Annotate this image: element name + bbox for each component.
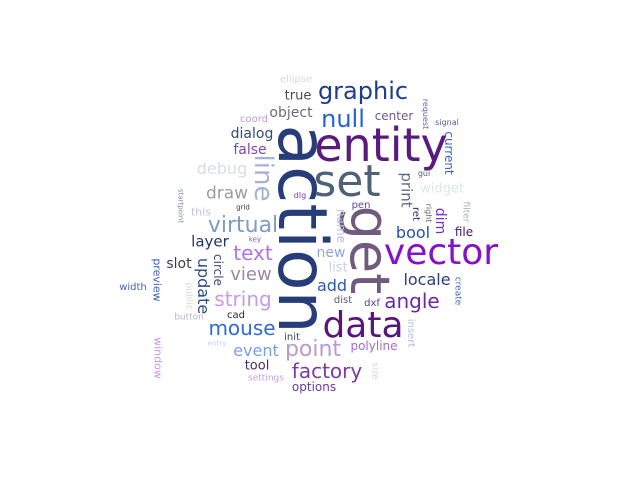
word-right: right (424, 203, 433, 223)
word-widget: widget (420, 181, 464, 197)
word-dim: dim (432, 207, 448, 235)
word-draw: draw (205, 183, 249, 204)
word-init: init (284, 332, 300, 343)
word-debug: debug (196, 159, 248, 178)
word-dist: dist (333, 295, 353, 306)
word-bool: bool (395, 223, 431, 242)
word-new: new (316, 245, 346, 261)
word-text: text (233, 241, 273, 265)
word-null: null (321, 105, 365, 133)
word-circle: circle (211, 254, 225, 286)
word-preview: preview (150, 258, 164, 302)
word-false: false (233, 142, 267, 158)
word-button: button (174, 312, 204, 323)
word-ret: ret (410, 207, 421, 221)
word-string: string (214, 287, 272, 311)
word-dlg: dlg (293, 191, 307, 200)
word-center: center (374, 109, 414, 123)
word-dialog: dialog (230, 126, 274, 142)
word-this: this (190, 205, 212, 219)
word-update: update (194, 257, 213, 315)
word-add: add (316, 276, 348, 295)
word-layer: layer (191, 232, 229, 251)
word-tool: tool (244, 358, 270, 374)
word-angle: angle (384, 289, 440, 313)
word-current: current (442, 131, 456, 175)
word-event: event (233, 341, 279, 360)
word-mouse: mouse (208, 316, 276, 340)
word-request: request (421, 98, 430, 130)
word-gui: gui (417, 169, 431, 178)
word-coord: coord (239, 114, 269, 125)
word-entry: entry (207, 339, 227, 348)
word-insert: insert (405, 318, 416, 348)
word-filter: filter (460, 201, 471, 223)
word-window: window (151, 337, 165, 379)
word-print: print (397, 172, 416, 208)
word-object: object (269, 105, 313, 121)
word-cad: cad (227, 310, 245, 321)
word-key: key (248, 235, 262, 244)
word-line: line (248, 154, 278, 202)
word-factory: factory (291, 359, 363, 383)
word-signal: signal (435, 118, 459, 127)
word-dxf: dxf (364, 298, 380, 309)
word-virtual: virtual (207, 213, 279, 238)
word-create: create (452, 276, 463, 306)
word-set: set (313, 156, 381, 207)
word-locale: locale (403, 270, 451, 289)
word-polyline: polyline (350, 339, 398, 353)
word-width: width (119, 282, 147, 293)
word-name: name (334, 208, 348, 244)
word-graphic: graphic (317, 77, 409, 105)
word-grid: grid (236, 203, 250, 212)
word-public: public (183, 282, 194, 310)
word-data: data (322, 305, 404, 346)
word-ellipse: ellipse (279, 74, 313, 85)
word-list: list (328, 260, 348, 276)
word-vector: vector (383, 232, 499, 273)
word-true: true (284, 88, 312, 104)
word-pen: pen (351, 200, 371, 211)
word-view: view (230, 264, 272, 285)
word-file: file (454, 225, 474, 239)
word-options: options (291, 380, 337, 394)
word-size: size (369, 362, 380, 380)
word-point: point (284, 337, 342, 362)
word-entity: entity (314, 118, 448, 172)
word-slot: slot (166, 256, 192, 272)
word-startpoint: startpoint (176, 188, 185, 224)
word-settings: settings (248, 373, 284, 384)
